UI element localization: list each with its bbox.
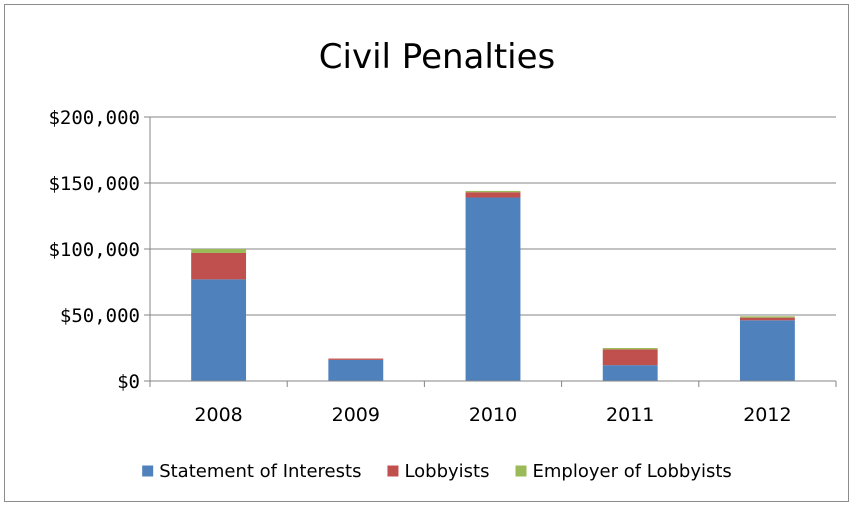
legend-label: Employer of Lobbyists — [533, 461, 732, 482]
legend-label: Lobbyists — [404, 461, 489, 482]
legend-swatch — [387, 465, 399, 477]
legend: Statement of Interests Lobbyists Employer … — [142, 461, 732, 482]
bar-segment — [739, 320, 795, 381]
bar-segment — [465, 192, 521, 198]
bars — [191, 190, 795, 381]
bar-segment — [739, 317, 795, 321]
bar-segment — [191, 279, 247, 381]
bar-segment — [328, 358, 384, 360]
bar-segment — [602, 365, 658, 381]
chart-frame — [4, 4, 849, 502]
chart-title: Civil Penalties — [319, 37, 555, 77]
bar-segment — [602, 349, 658, 366]
bar-segment — [739, 316, 795, 318]
y-axis-ticks: $0 $50,000 $100,000 $150,000 $200,000 — [48, 107, 150, 393]
bar-segment — [191, 252, 247, 280]
bar-segment — [328, 359, 384, 381]
x-tick-label: 2008 — [194, 404, 242, 426]
x-tick-label: 2011 — [606, 404, 654, 426]
legend-swatch — [515, 465, 527, 477]
bar-segment — [191, 249, 247, 253]
y-tick-label: $0 — [117, 371, 140, 393]
x-tick-label: 2010 — [469, 404, 517, 426]
legend-swatch — [142, 465, 154, 477]
y-tick-label: $100,000 — [48, 239, 140, 261]
bar-segment — [465, 190, 521, 193]
x-tick-label: 2012 — [743, 404, 791, 426]
y-tick-label: $150,000 — [48, 173, 140, 195]
bar-segment — [602, 348, 658, 350]
legend-label: Statement of Interests — [159, 461, 361, 482]
bar-segment — [465, 197, 521, 381]
x-axis-ticks: 2008 2009 2010 2011 2012 — [149, 381, 837, 426]
y-tick-label: $50,000 — [60, 305, 140, 327]
y-tick-label: $200,000 — [48, 107, 140, 129]
x-tick-label: 2009 — [332, 404, 380, 426]
